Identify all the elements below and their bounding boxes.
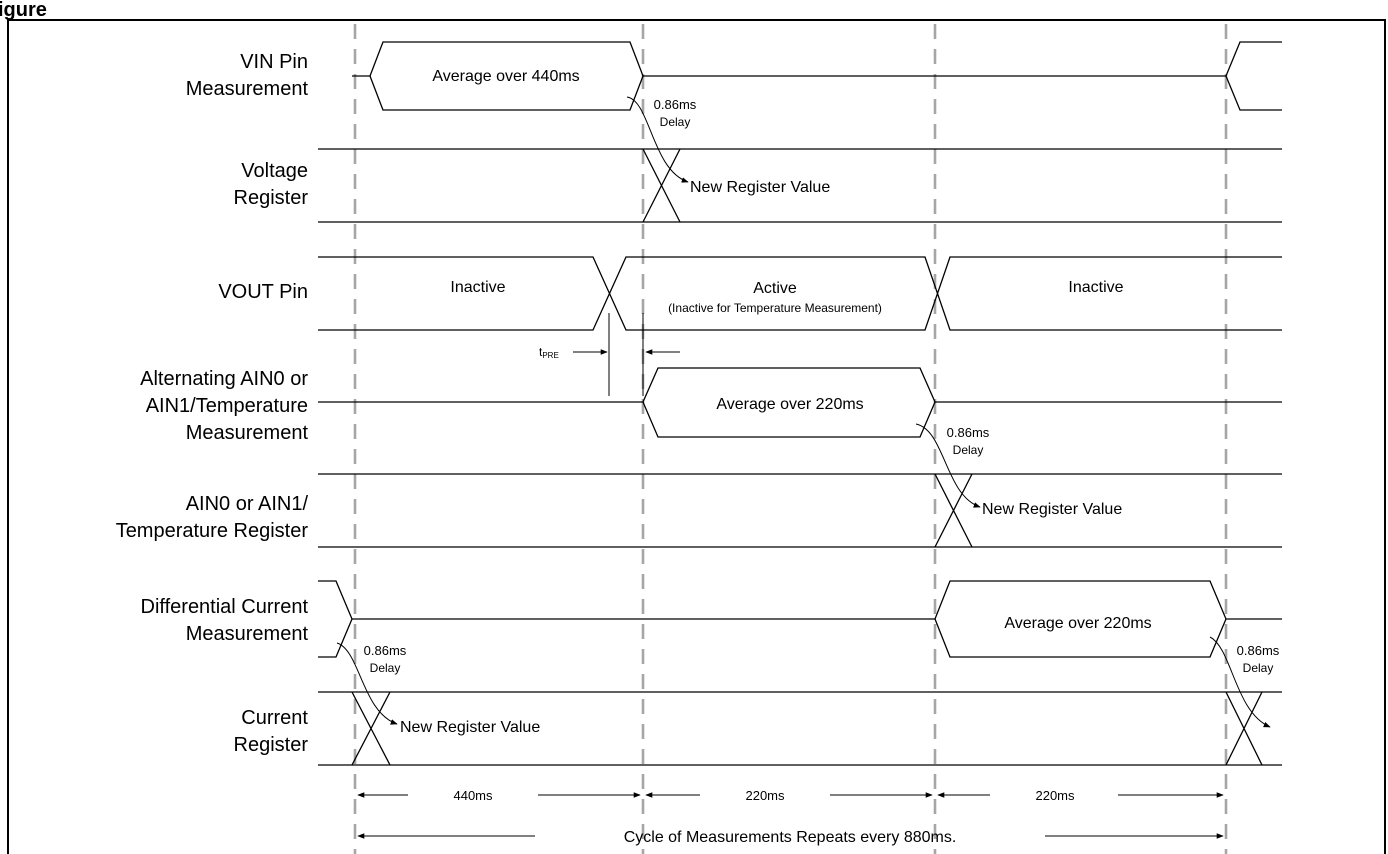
ain-register-label-line2: Temperature Register: [116, 520, 309, 542]
current-meas-delay2-value: 0.86ms: [1237, 643, 1280, 658]
voltage-register-new-value: New Register Value: [690, 179, 830, 196]
vout-inactive-1: Inactive: [450, 279, 505, 296]
voltage-register-label-line2: Register: [234, 187, 309, 209]
ain-label-line1: Alternating AIN0 or: [140, 368, 308, 390]
vout-label: VOUT Pin: [218, 281, 308, 303]
ain-label-line2: AIN1/Temperature: [146, 395, 308, 417]
current-delay1-arrow: [336, 642, 398, 725]
ain-delay-word: Delay: [953, 443, 984, 457]
vout-active-note: (Inactive for Temperature Measurement): [668, 301, 882, 315]
tpre-label: tPRE: [539, 345, 559, 360]
ain-delay-value: 0.86ms: [947, 425, 990, 440]
voltage-register-waveform: [318, 148, 1282, 223]
duration-3: 220ms: [1035, 788, 1075, 803]
current-meas-delay2-word: Delay: [1243, 661, 1274, 675]
vin-delay-word: Delay: [660, 115, 691, 129]
figure-title: igure: [0, 0, 47, 21]
vout-waveform: [318, 256, 1282, 331]
signal-labels: VIN Pin Measurement Voltage Register VOU…: [116, 51, 309, 756]
duration-1: 440ms: [453, 788, 493, 803]
current-register-label-line2: Register: [234, 734, 309, 756]
voltage-register-label-line1: Voltage: [241, 160, 308, 182]
vin-waveform: [352, 41, 1282, 111]
ain-average-text: Average over 220ms: [716, 396, 863, 413]
current-delay2-arrow: [1209, 636, 1271, 728]
vout-inactive-2: Inactive: [1068, 279, 1123, 296]
current-meas-delay1-word: Delay: [370, 661, 401, 675]
vin-label-line1: VIN Pin: [240, 51, 308, 73]
current-meas-delay1-value: 0.86ms: [364, 643, 407, 658]
vin-average-text: Average over 440ms: [432, 68, 579, 85]
ain-label-line3: Measurement: [186, 422, 309, 444]
vin-label-line2: Measurement: [186, 78, 309, 100]
vin-delay-value: 0.86ms: [654, 97, 697, 112]
ain-register-label-line1: AIN0 or AIN1/: [186, 493, 309, 515]
ain-waveform: [318, 367, 1282, 438]
figure-frame: [7, 19, 1386, 854]
vout-active: Active: [753, 280, 797, 297]
vin-delay-arrow: [626, 96, 689, 183]
ain-delay-arrow: [915, 423, 981, 508]
current-register-new-value: New Register Value: [400, 719, 540, 736]
cycle-text: Cycle of Measurements Repeats every 880m…: [624, 829, 957, 846]
current-register-waveform: [318, 691, 1282, 766]
current-meas-label-line2: Measurement: [186, 623, 309, 645]
current-register-label-line1: Current: [241, 707, 308, 729]
time-markers: [353, 24, 1228, 854]
current-meas-label-line1: Differential Current: [141, 596, 309, 618]
duration-2: 220ms: [745, 788, 785, 803]
ain-register-new-value: New Register Value: [982, 501, 1122, 518]
current-meas-average-text: Average over 220ms: [1004, 615, 1151, 632]
ain-register-waveform: [318, 473, 1282, 548]
current-meas-waveform: [318, 580, 1282, 658]
tpre-annotation: tPRE: [539, 313, 680, 396]
